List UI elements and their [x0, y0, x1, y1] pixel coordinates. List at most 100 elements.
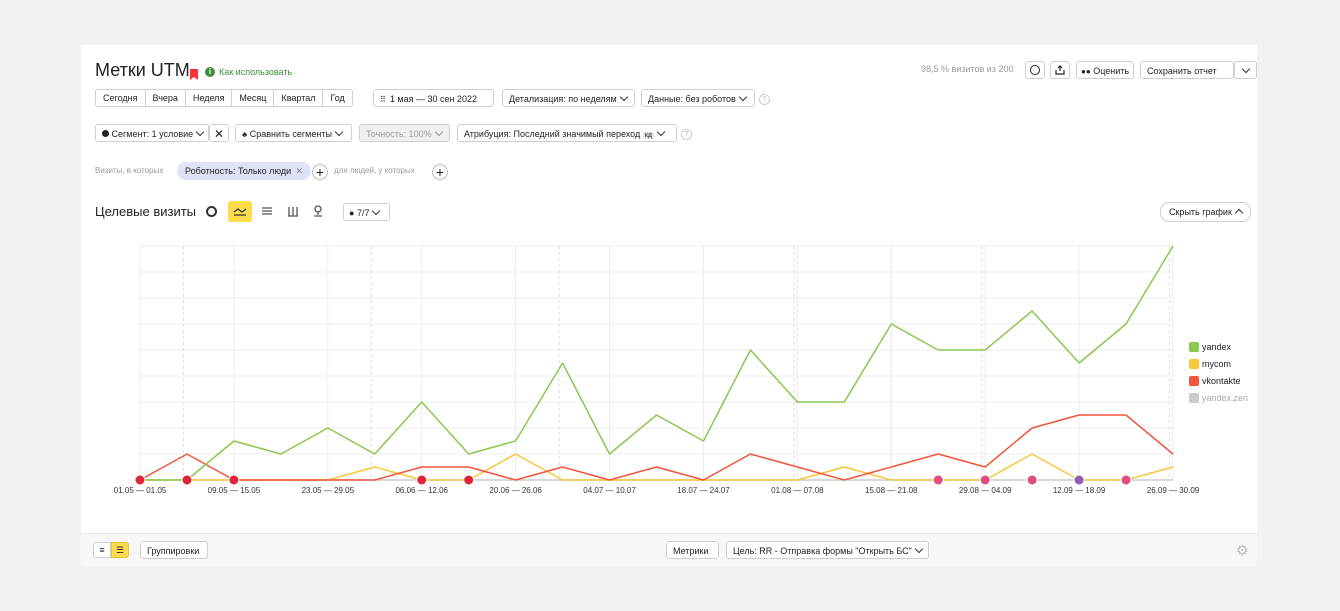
period-yesterday[interactable]: Вчера — [145, 90, 186, 106]
attribution-badge: кд — [642, 132, 654, 139]
x-tick-label: 06.06 — 12.06 — [395, 486, 448, 495]
chevron-down-icon — [914, 544, 924, 554]
annotation-marker[interactable] — [1026, 474, 1038, 486]
add-visit-condition-button[interactable]: + — [312, 164, 328, 180]
annotation-marker[interactable] — [979, 474, 991, 486]
report-footer: ≡ ☰ Группировки Метрики Цель: RR - Отпра… — [81, 533, 1257, 566]
x-tick-label: 29.08 — 04.09 — [958, 486, 1012, 495]
legend-item-yandex-zen[interactable]: yandex.zen — [1189, 392, 1248, 404]
data-dropdown[interactable]: Данные: без роботов — [641, 89, 755, 107]
period-year[interactable]: Год — [323, 90, 352, 106]
date-range-button[interactable]: ⠿ 1 мая — 30 сен 2022 — [373, 89, 494, 107]
x-tick-label: 23.05 — 29.05 — [301, 486, 355, 495]
speech-bubble-icon: ● — [349, 208, 355, 218]
line-chart-icon[interactable] — [228, 201, 252, 222]
x-tick-label: 20.06 — 26.06 — [489, 486, 542, 495]
tree-icon: ☰ — [115, 545, 125, 555]
area-chart-icon[interactable] — [260, 204, 274, 218]
share-icon — [1055, 65, 1065, 75]
data-label: Данные: без роботов — [648, 94, 736, 104]
map-pin-icon[interactable] — [311, 204, 325, 218]
goal-dropdown[interactable]: Цель: RR - Отправка формы "Открыть БС" — [726, 541, 929, 559]
compare-segments-dropdown[interactable]: ♣ Сравнить сегменты — [235, 124, 352, 142]
chevron-down-icon — [619, 92, 628, 102]
save-report-dropdown[interactable] — [1234, 61, 1257, 79]
attribution-label: Атрибуция: Последний значимый переход — [464, 129, 641, 139]
series-line-yandex[interactable] — [140, 245, 1174, 481]
save-report-button[interactable]: Сохранить отчет — [1140, 61, 1234, 79]
rate-button[interactable]: ●● Оценить — [1076, 61, 1134, 79]
annotation-marker[interactable] — [932, 474, 944, 486]
period-quarter[interactable]: Квартал — [274, 90, 324, 106]
segment-label: Сегмент: 1 условие — [111, 129, 194, 139]
goal-label: Цель: RR - Отправка формы "Открыть БС" — [733, 546, 912, 556]
series-counter: 7/7 — [356, 208, 370, 218]
visits-info: 98,5 % визитов из 200 — [921, 64, 1014, 74]
period-month[interactable]: Месяц — [232, 90, 275, 106]
chevron-down-icon — [334, 127, 344, 137]
annotation-marker[interactable] — [1120, 474, 1132, 486]
pie-chart-icon[interactable] — [205, 204, 218, 217]
series-line-vkontakte[interactable] — [139, 414, 1174, 481]
help-icon[interactable]: ? — [681, 129, 692, 140]
x-tick-label: 01.05 — 01.05 — [113, 486, 167, 495]
accuracy-dropdown[interactable]: Точность: 100% — [359, 124, 450, 142]
legend-label: mycom — [1202, 359, 1231, 369]
view-tree-button[interactable]: ☰ — [111, 542, 129, 558]
annotation-marker[interactable] — [181, 474, 193, 486]
chevron-down-icon — [656, 127, 666, 137]
bar-chart-icon[interactable] — [286, 204, 300, 218]
annotation-marker[interactable] — [134, 474, 146, 486]
metrics-button[interactable]: Метрики — [666, 541, 719, 559]
checkbox-icon — [1189, 376, 1199, 386]
period-week[interactable]: Неделя — [185, 90, 233, 106]
close-icon[interactable]: ✕ — [295, 166, 304, 176]
export-button[interactable] — [1050, 61, 1070, 79]
clock-icon — [1030, 65, 1040, 75]
help-icon[interactable]: ? — [759, 94, 770, 105]
clear-segment-button[interactable]: ✕ — [209, 124, 229, 142]
period-today[interactable]: Сегодня — [96, 90, 146, 106]
report-panel: Метки UTM i Как использовать 98,5 % визи… — [81, 45, 1257, 533]
hide-chart-label: Скрыть график — [1169, 207, 1232, 217]
compare-icon: ♣ — [242, 130, 248, 139]
legend-item-vkontakte[interactable]: vkontakte — [1189, 375, 1241, 387]
legend-label: vkontakte — [1202, 376, 1241, 386]
attribution-dropdown[interactable]: Атрибуция: Последний значимый переход кд — [457, 124, 677, 142]
x-tick-label: 01.08 — 07.08 — [771, 486, 824, 495]
filter-middle: для людей, у которых — [334, 166, 415, 175]
bookmark-icon[interactable] — [190, 67, 198, 80]
series-counter-dropdown[interactable]: ● 7/7 — [343, 203, 390, 221]
chevron-down-icon — [372, 206, 381, 216]
legend-item-yandex[interactable]: yandex — [1189, 341, 1231, 353]
robot-filter-chip[interactable]: Роботность: Только люди ✕ — [177, 162, 312, 180]
accuracy-label: Точность: 100% — [366, 129, 432, 139]
annotation-marker[interactable] — [1073, 474, 1085, 486]
legend-item-mycom[interactable]: mycom — [1189, 358, 1231, 370]
history-button[interactable] — [1025, 61, 1045, 79]
settings-gear-icon[interactable]: ⚙ — [1236, 542, 1249, 558]
segment-dropdown[interactable]: Сегмент: 1 условие — [95, 124, 209, 142]
line-chart — [134, 245, 1174, 486]
x-tick-label: 18.07 — 24.07 — [677, 486, 730, 495]
hide-chart-button[interactable]: Скрыть график — [1160, 202, 1251, 222]
annotation-marker[interactable] — [463, 474, 475, 486]
detail-label: Детализация: по неделям — [509, 94, 617, 104]
how-to-use-link[interactable]: Как использовать — [219, 67, 293, 77]
list-icon: ≡ — [99, 545, 105, 555]
chart-title: Целевые визиты — [95, 204, 197, 219]
annotation-marker[interactable] — [416, 474, 428, 486]
add-user-condition-button[interactable]: + — [432, 164, 448, 180]
robot-filter-label: Роботность: Только люди — [185, 166, 292, 176]
date-range-label: 1 мая — 30 сен 2022 — [389, 94, 477, 104]
chevron-down-icon — [434, 127, 443, 137]
checkbox-icon — [1189, 342, 1199, 352]
annotation-marker[interactable] — [228, 474, 240, 486]
x-tick-label: 12.09 — 18.09 — [1052, 486, 1106, 495]
pie-icon — [102, 130, 109, 137]
x-tick-label: 26.09 — 30.09 — [1146, 486, 1200, 495]
groupings-button[interactable]: Группировки — [140, 541, 208, 559]
view-list-button[interactable]: ≡ — [93, 542, 111, 558]
detail-dropdown[interactable]: Детализация: по неделям — [502, 89, 635, 107]
x-tick-label: 09.05 — 15.05 — [207, 486, 261, 495]
